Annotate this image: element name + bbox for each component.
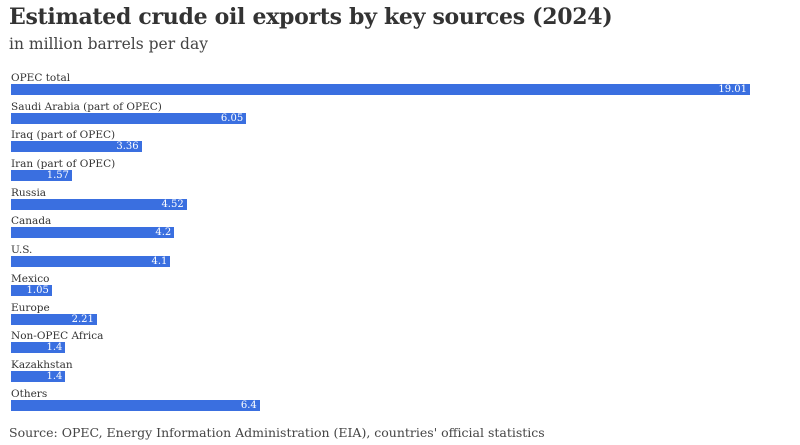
bar: 2.21: [11, 313, 97, 325]
bar-row: Non-OPEC Africa 1.4: [11, 330, 791, 359]
bar: 1.4: [11, 370, 66, 382]
bar-row: Saudi Arabia (part of OPEC) 6.05: [11, 101, 791, 130]
bar-category-label: Non-OPEC Africa: [11, 330, 104, 343]
bar-category-label: Russia: [11, 186, 47, 199]
bar-category-label: Saudi Arabia (part of OPEC): [11, 100, 162, 113]
bar-value-label: 1.4: [46, 370, 63, 382]
bar-chart: OPEC total 19.01 Saudi Arabia (part of OPE…: [11, 72, 791, 416]
bar-value-label: 19.01: [718, 84, 747, 95]
bar-value-label: 4.52: [161, 198, 184, 210]
bar-category-label: Mexico: [11, 272, 50, 285]
bar-value-label: 4.2: [155, 227, 172, 239]
bar-category-label: Iran (part of OPEC): [11, 158, 116, 171]
bar: 6.05: [11, 112, 247, 124]
bar-category-label: Canada: [11, 215, 52, 228]
bar-category-label: Others: [11, 387, 48, 400]
bar-value-label: 6.05: [220, 112, 244, 124]
bar-value-label: 1.57: [46, 170, 70, 182]
bar-category-label: Kazakhstan: [11, 358, 73, 371]
bar-category-label: U.S.: [11, 244, 33, 257]
bar: 3.36: [11, 141, 142, 153]
bar-row: Mexico 1.05: [11, 273, 791, 302]
bar-value-label: 2.21: [71, 313, 94, 325]
bar-row: Europe 2.21: [11, 302, 791, 331]
bar: 4.1: [11, 256, 171, 268]
bar-row: Kazakhstan 1.4: [11, 359, 791, 388]
bar: 1.4: [11, 342, 66, 354]
bar-value-label: 4.1: [151, 256, 168, 268]
bar: 1.57: [11, 170, 73, 182]
bar-value-label: 1.05: [26, 284, 49, 296]
bar-row: Iraq (part of OPEC) 3.36: [11, 129, 791, 158]
bar: 19.01: [11, 84, 750, 95]
bar-value-label: 1.4: [46, 342, 63, 354]
bar: 4.52: [11, 198, 187, 210]
bar-category-label: OPEC total: [11, 72, 71, 84]
chart-subtitle: in million barrels per day: [9, 35, 208, 53]
bar-value-label: 3.36: [116, 141, 139, 153]
bar-row: Russia 4.52: [11, 187, 791, 216]
bar-row: Others 6.4: [11, 388, 791, 417]
bar: 4.2: [11, 227, 175, 239]
bar-value-label: 6.4: [240, 399, 257, 411]
bar: 1.05: [11, 284, 52, 296]
bar-row: Iran (part of OPEC) 1.57: [11, 158, 791, 187]
bar-row: U.S. 4.1: [11, 244, 791, 273]
bar-category-label: Iraq (part of OPEC): [11, 129, 116, 142]
bar-row: OPEC total 19.01: [11, 72, 791, 101]
bar-row: Canada 4.2: [11, 215, 791, 244]
chart-title: Estimated crude oil exports by key sourc…: [9, 4, 613, 30]
bar: 6.4: [11, 399, 260, 411]
source-note: Source: OPEC, Energy Information Adminis…: [9, 425, 545, 440]
bar-category-label: Europe: [11, 301, 50, 314]
